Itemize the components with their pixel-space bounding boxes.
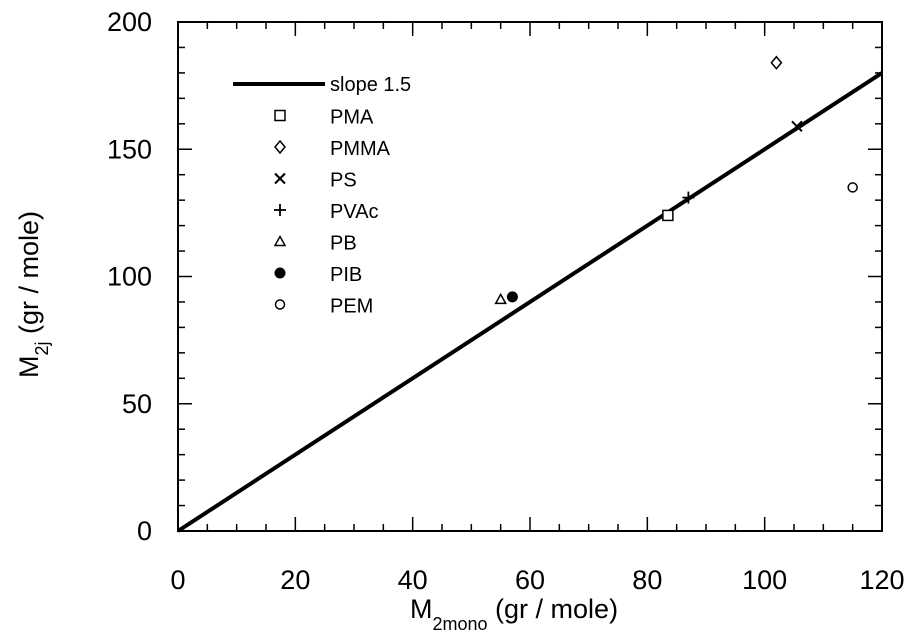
x-tick-label: 20 [280,565,310,595]
y-tick-label: 200 [107,7,152,37]
legend: slope 1.5 PMA PMMA PS PVAc PB PIB PEM [233,74,411,318]
legend-marker-pib [274,267,286,279]
legend-marker-pb [273,234,287,247]
data-point-ps [791,120,803,133]
data-point-pem [847,182,858,193]
x-marker-stroke [274,172,286,185]
data-point-pmma [770,55,783,70]
x-tick-label: 80 [632,565,662,595]
plot-area [176,55,884,533]
x-axis-label: M2mono (gr / mole) [410,594,618,634]
legend-label-ps: PS [330,170,357,192]
axis-labels: M2mono (gr / mole) M2j (gr / mole) [14,211,618,634]
triangle-marker [273,234,287,247]
x-tick-label: 0 [170,565,185,595]
y-tick-label: 50 [122,389,152,419]
legend-label-pvac: PVAc [330,201,379,223]
x-tick-label: 60 [515,565,545,595]
legend-marker-pem [274,299,286,310]
diamond-marker [274,139,286,155]
diamond-marker [770,55,783,70]
x-tick-label: 40 [398,565,428,595]
triangle-marker [494,292,507,305]
square-marker [662,209,674,222]
legend-label-pma: PMA [330,107,374,129]
square-marker [274,109,286,122]
legend-label-pem: PEM [330,296,373,318]
open-circle-marker [847,182,858,193]
legend-label-pb: PB [330,233,357,255]
open-circle-marker [274,299,286,310]
legend-label-fit: slope 1.5 [330,74,411,96]
data-point-pvac [682,191,695,204]
legend-marker-ps [274,172,286,185]
x-tick-label: 120 [859,565,904,595]
fit-line [176,71,884,533]
data-point-pb [494,292,507,305]
ticks: 0 20 40 60 80 100 120 0 50 100 150 200 [107,7,905,595]
filled-circle-marker [506,291,518,303]
legend-marker-pmma [274,139,286,155]
legend-label-pib: PIB [330,264,362,286]
y-tick-label: 100 [107,262,152,292]
legend-label-pmma: PMMA [330,138,391,160]
y-axis-label: M2j (gr / mole) [14,211,52,378]
x-marker-stroke [791,120,803,133]
data-point-pma [662,209,674,222]
x-tick-label: 100 [742,565,787,595]
legend-marker-pma [274,109,286,122]
legend-marker-pvac [274,204,286,216]
data-point-pib [506,291,518,303]
filled-circle-marker [274,267,286,279]
y-tick-label: 150 [107,134,152,164]
y-tick-label: 0 [137,516,152,546]
